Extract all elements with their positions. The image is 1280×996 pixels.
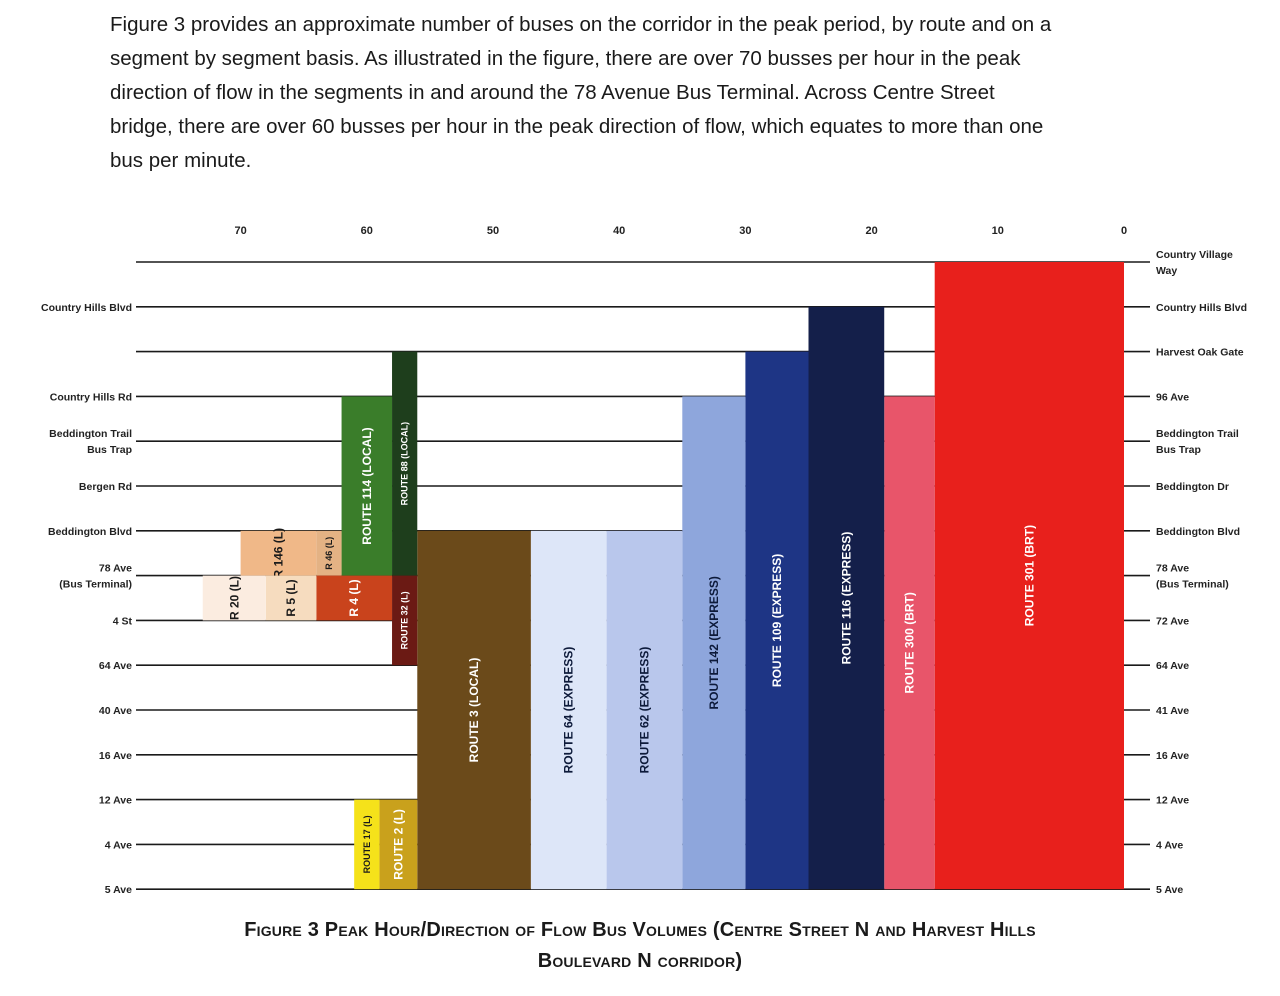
paragraph-line: segment by segment basis. As illustrated… — [110, 47, 1021, 70]
segment-label-left: Country Hills Rd — [50, 391, 132, 403]
x-tick-label: 40 — [613, 225, 625, 237]
route-bar — [354, 799, 380, 890]
x-tick-label: 30 — [739, 225, 751, 237]
segment-label-right: Beddington Trail — [1156, 428, 1239, 440]
route-label: ROUTE 142 (EXPRESS) — [707, 576, 721, 709]
segment-label-right: Beddington Dr — [1156, 481, 1229, 493]
route-bar — [884, 396, 935, 890]
route-bar — [341, 396, 393, 576]
route-bar — [682, 396, 746, 890]
segment-label-left: Country Hills Blvd — [41, 302, 132, 314]
route-label: ROUTE 116 (EXPRESS) — [839, 532, 853, 665]
segment-label-left: 40 Ave — [99, 705, 132, 717]
paragraph-line: Figure 3 provides an approximate number … — [110, 13, 1052, 36]
x-tick-label: 70 — [234, 225, 246, 237]
route-label: R 20 (L) — [227, 576, 241, 620]
route-label: R 46 (L) — [324, 537, 334, 570]
segment-label-right: Bus Trap — [1156, 444, 1201, 456]
segment-label-right: 72 Ave — [1156, 615, 1189, 627]
figure-caption: Figure 3 Peak Hour/Direction of Flow Bus… — [0, 915, 1280, 977]
segment-label-left: 78 Ave — [99, 563, 132, 575]
segment-label-left: Bus Trap — [87, 444, 132, 456]
route-bar — [240, 530, 317, 576]
route-bar — [265, 575, 317, 621]
segment-label-left: 5 Ave — [105, 884, 132, 896]
bus-volume-chart: 70 60 50 40 30 20 10 0 Country Village Way Country… — [41, 225, 1247, 896]
segment-label-right: 78 Ave — [1156, 563, 1189, 575]
paragraph-line: direction of flow in the segments in and… — [110, 81, 995, 104]
route-label: ROUTE 2 (L) — [391, 809, 405, 880]
route-bar — [934, 262, 1124, 890]
segment-label-right: 16 Ave — [1156, 750, 1189, 762]
segment-label-right: Beddington Blvd — [1156, 526, 1240, 538]
route-bar — [379, 799, 418, 890]
route-label: ROUTE 3 (LOCAL) — [467, 658, 481, 763]
route-bar — [316, 575, 393, 621]
route-bar — [417, 530, 531, 890]
segment-label-right: 12 Ave — [1156, 795, 1189, 807]
route-label: ROUTE 88 (LOCAL) — [400, 422, 410, 506]
route-bar — [392, 351, 418, 576]
route-label: ROUTE 64 (EXPRESS) — [562, 647, 576, 774]
route-label: ROUTE 62 (EXPRESS) — [637, 647, 651, 774]
x-tick-label: 20 — [865, 225, 877, 237]
segment-label-right: 96 Ave — [1156, 391, 1189, 403]
segment-label-left: 64 Ave — [99, 660, 132, 672]
segment-label-left: Beddington Blvd — [48, 526, 132, 538]
segment-label-right: Harvest Oak Gate — [1156, 347, 1244, 359]
segment-label-left: (Bus Terminal) — [59, 579, 132, 591]
route-bar — [606, 530, 683, 890]
route-label: ROUTE 109 (EXPRESS) — [770, 554, 784, 687]
segment-label-left: 12 Ave — [99, 795, 132, 807]
route-label: ROUTE 32 (L) — [400, 591, 410, 649]
segment-label-left: 4 St — [113, 615, 133, 627]
segment-label-right: Way — [1156, 265, 1177, 277]
x-tick-label: 60 — [361, 225, 373, 237]
route-bar — [530, 530, 607, 890]
caption-line: Figure 3 Peak Hour/Direction of Flow Bus… — [244, 919, 1036, 941]
route-bar — [745, 351, 809, 890]
route-bar — [392, 575, 418, 666]
route-label: ROUTE 301 (BRT) — [1022, 525, 1036, 626]
segment-label-left: 4 Ave — [105, 839, 132, 851]
segment-label-right: (Bus Terminal) — [1156, 579, 1229, 591]
paragraph-line: bus per minute. — [110, 149, 252, 172]
segment-label-right: Country Village — [1156, 249, 1233, 261]
route-label: ROUTE 17 (L) — [362, 815, 372, 873]
route-label: ROUTE 114 (LOCAL) — [360, 427, 374, 544]
intro-paragraph: Figure 3 provides an approximate number … — [110, 8, 1170, 178]
x-tick-label: 0 — [1121, 225, 1127, 237]
segment-label-right: 4 Ave — [1156, 839, 1183, 851]
x-tick-label: 10 — [992, 225, 1004, 237]
segment-label-left: Bergen Rd — [79, 481, 132, 493]
route-label: ROUTE 300 (BRT) — [902, 592, 916, 693]
segment-label-left: 16 Ave — [99, 750, 132, 762]
segment-label-right: 64 Ave — [1156, 660, 1189, 672]
caption-line: Boulevard N corridor) — [537, 950, 743, 972]
route-label: R 4 (L) — [347, 579, 361, 616]
segment-label-right: 5 Ave — [1156, 884, 1183, 896]
segment-label-right: Country Hills Blvd — [1156, 302, 1247, 314]
route-label: R 5 (L) — [284, 579, 298, 616]
segment-label-left: Beddington Trail — [49, 428, 132, 440]
segment-label-right: 41 Ave — [1156, 705, 1189, 717]
paragraph-line: bridge, there are over 60 busses per hou… — [110, 115, 1044, 138]
route-bar — [316, 530, 342, 576]
route-bar — [808, 306, 885, 890]
route-label: R 146 (L) — [271, 528, 285, 579]
x-tick-label: 50 — [487, 225, 499, 237]
route-bar — [202, 575, 266, 621]
